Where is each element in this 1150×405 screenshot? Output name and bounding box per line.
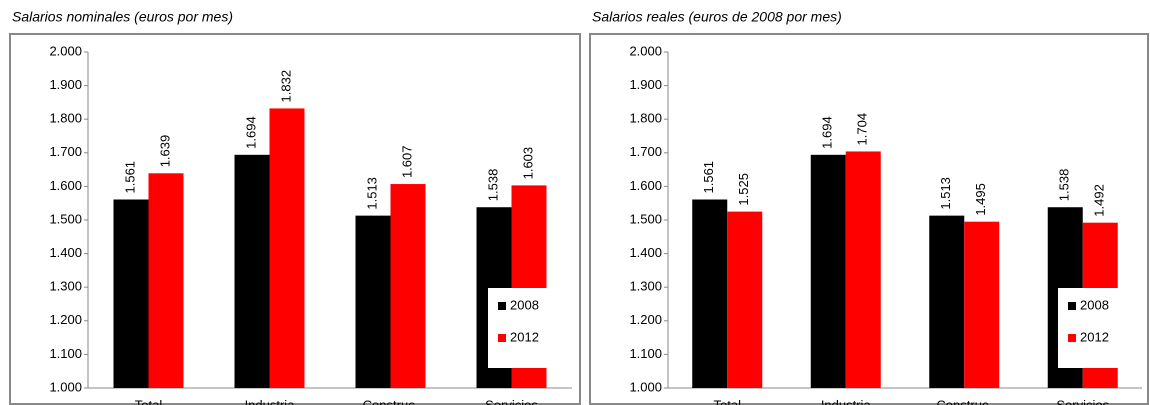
- y-tick-label: 1.200: [49, 312, 82, 327]
- bar: [113, 199, 149, 388]
- y-tick-label: 1.800: [629, 111, 662, 126]
- x-tick-label: Industria: [821, 397, 872, 405]
- bar: [355, 215, 391, 388]
- value-label: 1.832: [278, 70, 293, 103]
- x-tick-label: Construc.: [936, 397, 992, 405]
- bar: [692, 199, 728, 388]
- bar: [234, 154, 270, 388]
- y-tick-label: 1.900: [49, 77, 82, 92]
- chart-title: Salarios reales (euros de 2008 por mes): [592, 9, 842, 25]
- y-tick-label: 2.000: [49, 43, 82, 58]
- value-label: 1.603: [520, 147, 535, 180]
- legend-swatch: [498, 302, 506, 310]
- y-tick-label: 2.000: [629, 43, 662, 58]
- bar: [845, 151, 881, 388]
- value-label: 1.694: [820, 116, 835, 149]
- legend-box: [488, 288, 570, 368]
- chart-title: Salarios nominales (euros por mes): [12, 9, 233, 25]
- y-tick-label: 1.200: [629, 312, 662, 327]
- value-label: 1.495: [973, 183, 988, 216]
- bar: [390, 184, 426, 388]
- x-tick-label: Total: [714, 397, 742, 405]
- y-tick-label: 1.400: [629, 245, 662, 260]
- legend-box: [1058, 288, 1140, 368]
- bar: [269, 108, 305, 388]
- y-tick-label: 1.700: [629, 144, 662, 159]
- y-tick-label: 1.600: [629, 178, 662, 193]
- y-tick-label: 1.500: [49, 211, 82, 226]
- value-label: 1.561: [701, 161, 716, 194]
- bar: [810, 154, 846, 388]
- legend-swatch: [498, 334, 506, 342]
- bar: [727, 211, 763, 388]
- y-tick-label: 1.500: [629, 211, 662, 226]
- y-tick-label: 1.100: [49, 346, 82, 361]
- y-tick-label: 1.000: [629, 379, 662, 394]
- y-tick-label: 1.700: [49, 144, 82, 159]
- value-label: 1.704: [855, 113, 870, 146]
- y-tick-label: 1.100: [629, 346, 662, 361]
- y-tick-label: 1.900: [629, 77, 662, 92]
- value-label: 1.639: [157, 135, 172, 168]
- legend-label: 2008: [1080, 297, 1109, 312]
- chart-frame: [9, 33, 581, 405]
- legend-label: 2012: [1080, 329, 1109, 344]
- value-label: 1.513: [938, 177, 953, 210]
- legend-swatch: [1068, 302, 1076, 310]
- x-tick-label: Industria: [245, 397, 296, 405]
- y-tick-label: 1.300: [629, 279, 662, 294]
- value-label: 1.492: [1092, 184, 1107, 217]
- value-label: 1.513: [364, 177, 379, 210]
- y-tick-label: 1.800: [49, 111, 82, 126]
- y-tick-label: 1.400: [49, 245, 82, 260]
- value-label: 1.538: [1057, 169, 1072, 202]
- value-label: 1.607: [399, 146, 414, 179]
- legend-label: 2012: [510, 329, 539, 344]
- bar: [148, 173, 184, 388]
- value-label: 1.538: [485, 169, 500, 202]
- value-label: 1.694: [243, 116, 258, 149]
- x-tick-label: Construc.: [363, 397, 419, 405]
- y-tick-label: 1.300: [49, 279, 82, 294]
- y-tick-label: 1.600: [49, 178, 82, 193]
- x-tick-label: Servicios: [1056, 397, 1109, 405]
- legend-swatch: [1068, 334, 1076, 342]
- x-tick-label: Servicios: [485, 397, 538, 405]
- bar: [964, 221, 1000, 388]
- value-label: 1.561: [122, 161, 137, 194]
- bar: [929, 215, 965, 388]
- legend-label: 2008: [510, 297, 539, 312]
- y-tick-label: 1.000: [49, 379, 82, 394]
- x-tick-label: Total: [135, 397, 163, 405]
- value-label: 1.525: [736, 173, 751, 206]
- chart-frame: [589, 33, 1149, 405]
